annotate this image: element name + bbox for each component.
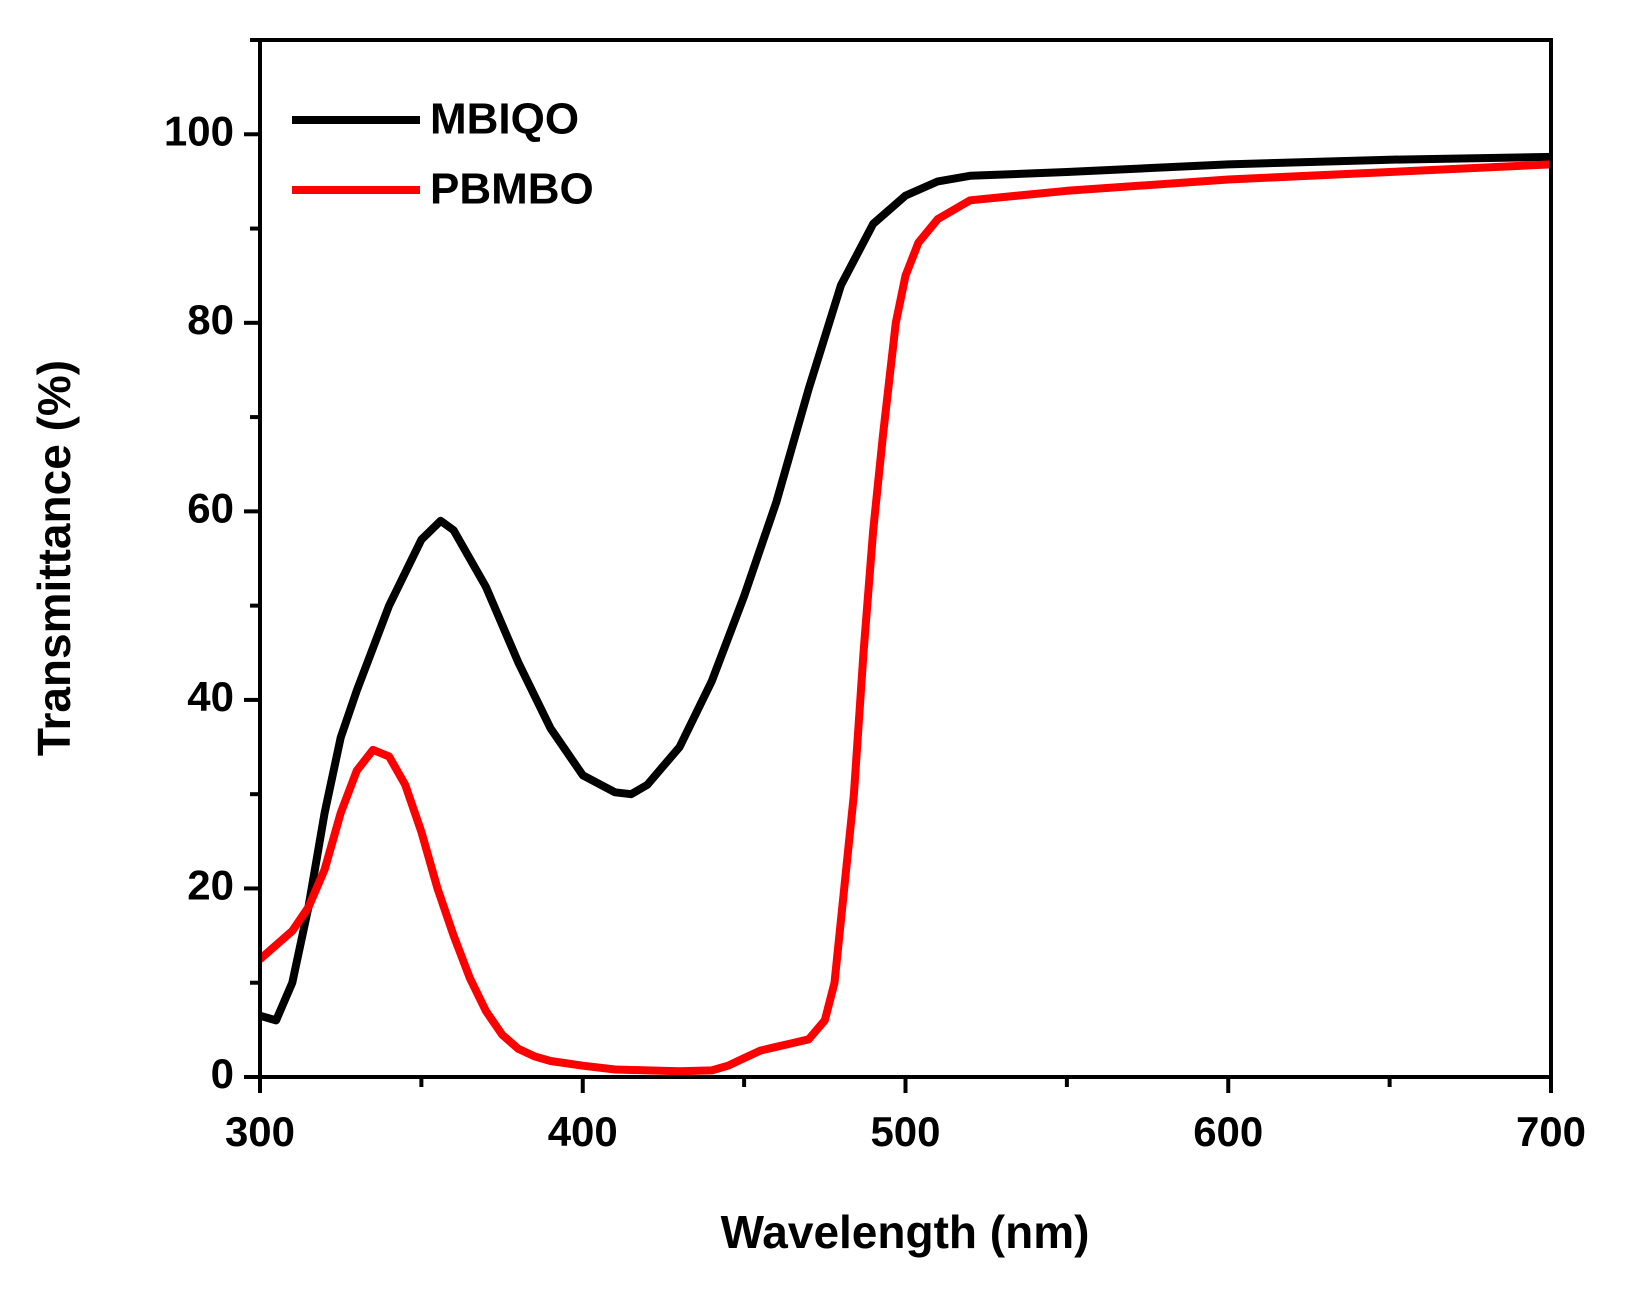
- y-tick-label: 100: [164, 107, 234, 154]
- plot-frame: [258, 38, 1553, 1079]
- y-axis-title: Transmittance (%): [28, 360, 80, 756]
- y-tick-label: 0: [211, 1050, 234, 1097]
- y-tick-label: 80: [187, 296, 234, 343]
- data-line: [260, 160, 1551, 1076]
- x-tick-label: 400: [548, 1108, 618, 1155]
- y-tick-label: 20: [187, 862, 234, 909]
- y-tick-label: 40: [187, 673, 234, 720]
- x-tick-label: 300: [225, 1108, 295, 1155]
- x-axis-title: Wavelength (nm): [721, 1206, 1090, 1258]
- x-tick-label: 600: [1193, 1108, 1263, 1155]
- legend-label: PBMBO: [430, 165, 594, 214]
- legend-label: MBIQO: [430, 95, 579, 144]
- x-tick-label: 500: [870, 1108, 940, 1155]
- data-line: [260, 152, 1551, 1025]
- y-tick-label: 60: [187, 484, 234, 531]
- x-tick-label: 700: [1516, 1108, 1586, 1155]
